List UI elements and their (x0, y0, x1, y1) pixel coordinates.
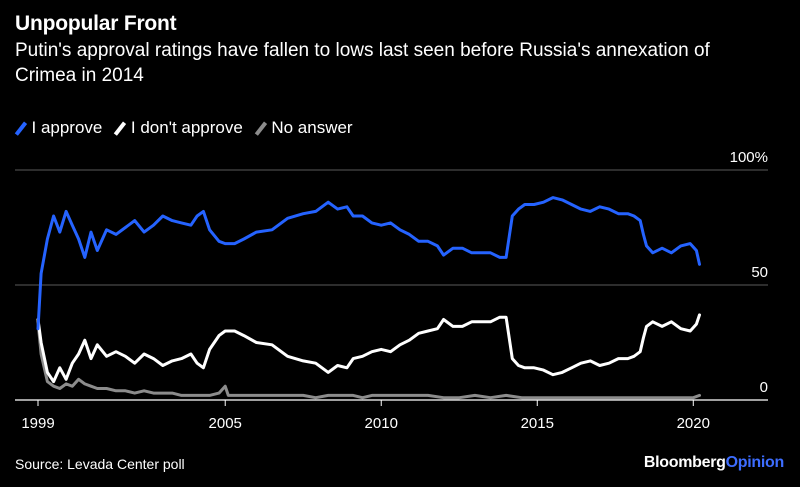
series-line-i-don-t-approve (36, 313, 701, 384)
legend-item-approve: I approve (14, 118, 103, 138)
x-tick-label: 2010 (365, 415, 398, 432)
source-note: Source: Levada Center poll (15, 456, 185, 472)
brand-part-opinion: Opinion (725, 454, 785, 471)
x-tick-label: 2020 (677, 415, 710, 432)
series-line-no-answer (36, 320, 701, 400)
chart-title: Unpopular Front (15, 12, 177, 35)
chart-subtitle: Putin's approval ratings have fallen to … (15, 40, 710, 86)
legend-item-no-answer: No answer (254, 118, 353, 138)
brand-part-bloomberg: Bloomberg (643, 454, 726, 471)
series-line-i-approve (36, 196, 701, 331)
legend: I approve I don't approve No answer (14, 118, 365, 138)
legend-item-disapprove: I don't approve (114, 118, 243, 138)
x-tick-label: 2015 (521, 415, 554, 432)
x-tick-label: 1999 (21, 415, 54, 432)
y-tick-label: 100% (730, 149, 768, 166)
legend-label-no-answer: No answer (271, 118, 353, 137)
y-tick-label: 0 (760, 379, 768, 396)
legend-label-disapprove: I don't approve (130, 118, 243, 137)
y-tick-label: 50 (751, 264, 768, 281)
legend-label-approve: I approve (31, 118, 103, 137)
brand-logo: BloombergOpinion (644, 454, 784, 472)
x-tick-label: 2005 (209, 415, 242, 432)
